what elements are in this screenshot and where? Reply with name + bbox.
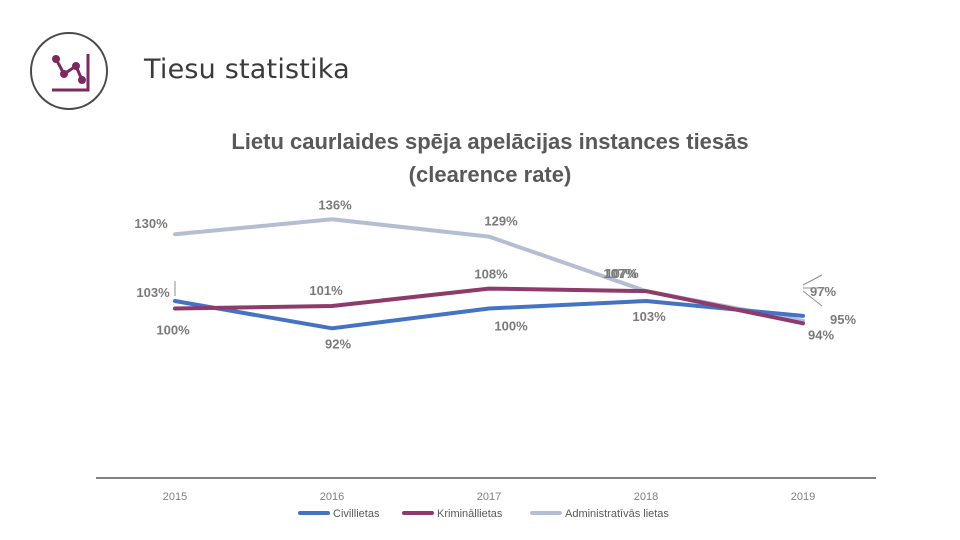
chart-title-line-2: (clearence rate): [409, 162, 572, 187]
x-tick-label: 2015: [163, 491, 187, 503]
data-label: 130%: [134, 216, 168, 231]
series-line-0: [173, 299, 805, 331]
data-label: 100%: [156, 322, 190, 337]
chart-line-icon: [52, 54, 90, 92]
x-tick-label: 2019: [791, 491, 815, 503]
data-label: 95%: [830, 312, 856, 327]
legend-label: Krimināllietas: [437, 508, 503, 520]
data-label: 92%: [325, 336, 351, 351]
series-line-1: [173, 286, 805, 326]
data-label: 107%: [605, 266, 639, 281]
label-leader-line: [802, 290, 823, 307]
data-label: 136%: [318, 197, 352, 212]
legend-label: Administratīvās lietas: [565, 508, 669, 520]
data-label: 103%: [136, 285, 170, 300]
data-label: 97%: [810, 284, 836, 299]
x-tick-label: 2016: [320, 491, 344, 503]
data-label: 101%: [309, 283, 343, 298]
label-leader-line: [802, 274, 823, 286]
legend-label: Civillietas: [333, 508, 380, 520]
x-tick-label: 2017: [477, 491, 501, 503]
data-label: 94%: [808, 327, 834, 342]
x-tick-label: 2018: [634, 491, 658, 503]
data-label: 108%: [474, 267, 508, 282]
data-label: 129%: [484, 214, 518, 229]
page-title: Tiesu statistika: [144, 54, 350, 85]
chart-title-line-1: Lietu caurlaides spēja apelācijas instan…: [231, 129, 748, 154]
data-label: 107%: [603, 266, 637, 281]
data-label: 100%: [494, 318, 528, 333]
data-label: 103%: [632, 309, 666, 324]
chart-logo: [30, 32, 108, 110]
